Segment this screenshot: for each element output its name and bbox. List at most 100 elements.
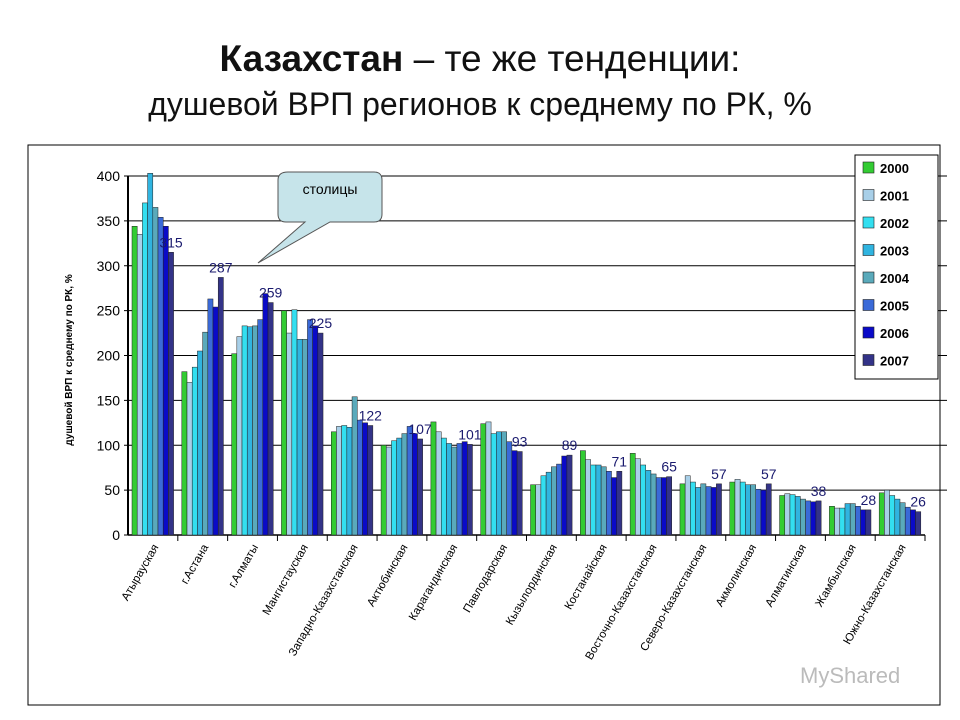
bar-2000: [131, 226, 138, 536]
bar-2000: [181, 371, 188, 536]
bar-2002: [341, 425, 348, 536]
data-label: 89: [562, 437, 578, 453]
bar-2007: [616, 471, 623, 536]
bar-2006: [312, 325, 319, 536]
legend-label: 2003: [880, 244, 909, 259]
bar-2002: [839, 507, 846, 536]
bar-2004: [600, 466, 607, 536]
bar-2003: [246, 326, 253, 536]
bar-2005: [207, 298, 214, 536]
bar-2002: [191, 366, 198, 536]
bar-2001: [336, 426, 342, 536]
data-label: 93: [512, 434, 528, 450]
data-label: 122: [359, 408, 383, 424]
bar-2005: [904, 506, 911, 536]
data-label: 259: [259, 285, 283, 301]
bar-2007: [367, 425, 374, 536]
bar-2005: [855, 506, 861, 536]
data-label: 101: [458, 426, 482, 442]
bar-2005: [456, 443, 463, 536]
y-tick-label: 200: [97, 348, 121, 364]
bar-2003: [695, 487, 701, 536]
bar-2002: [690, 481, 696, 536]
bar-2007: [267, 302, 274, 536]
bar-2006: [910, 509, 916, 536]
bar-2006: [810, 501, 817, 536]
bar-2002: [142, 202, 148, 536]
bar-2001: [485, 421, 492, 536]
bar-2000: [530, 484, 536, 536]
bar-2000: [231, 353, 238, 536]
bar-2001: [286, 332, 293, 536]
bar-2001: [684, 475, 691, 536]
y-tick-label: 400: [97, 168, 121, 184]
bar-2004: [252, 325, 258, 536]
bar-2006: [760, 489, 767, 536]
bar-2000: [629, 453, 636, 536]
bar-2007: [815, 500, 822, 536]
bar-2000: [779, 495, 786, 536]
bar-2003: [296, 339, 303, 536]
bar-2007: [865, 509, 872, 536]
chart-frame: [27, 144, 941, 706]
bar-2006: [860, 509, 867, 536]
bar-2007: [168, 252, 174, 536]
bar-2006: [561, 455, 568, 536]
data-label: 57: [711, 466, 727, 482]
legend-swatch: [862, 216, 875, 229]
data-label: 107: [408, 421, 432, 437]
bar-2003: [197, 350, 203, 536]
y-axis-label: душевой ВРП к среднему по РК, %: [64, 274, 75, 446]
bar-2005: [556, 463, 562, 536]
bar-2001: [386, 446, 392, 536]
bar-2005: [705, 486, 712, 536]
legend-label: 2001: [880, 189, 909, 204]
legend-label: 2000: [880, 161, 909, 176]
bar-2000: [679, 483, 686, 536]
data-label: 38: [811, 483, 827, 499]
bar-2002: [241, 325, 248, 536]
title: Казахстан – те же тенденции:: [0, 38, 960, 80]
legend-swatch: [862, 326, 875, 339]
bar-2002: [789, 494, 796, 536]
title-rest: – те же тенденции:: [403, 38, 741, 79]
legend-label: 2002: [880, 216, 909, 231]
legend-label: 2006: [880, 326, 909, 341]
bar-2003: [645, 470, 652, 536]
bar-2001: [585, 459, 591, 536]
bar-2000: [729, 481, 736, 536]
bar-2006: [661, 477, 667, 536]
bar-2001: [236, 336, 243, 536]
bar-2001: [186, 382, 193, 536]
watermark: MyShared: [800, 663, 900, 688]
bar-2004: [152, 207, 159, 536]
bar-2005: [655, 477, 662, 536]
bar-2001: [535, 484, 542, 536]
bar-2001: [435, 431, 442, 536]
bar-2003: [894, 498, 901, 536]
bar-2006: [611, 477, 617, 536]
bar-2004: [800, 498, 806, 536]
bar-2004: [401, 433, 408, 536]
bar-2003: [844, 503, 851, 536]
bar-2002: [291, 309, 298, 536]
bar-2004: [202, 331, 209, 536]
bar-2007: [417, 438, 423, 536]
data-label: 315: [159, 234, 183, 250]
bar-2000: [480, 423, 487, 536]
data-label: 26: [910, 494, 926, 510]
bar-2005: [755, 488, 762, 536]
bar-2004: [551, 466, 557, 536]
bar-2002: [490, 433, 497, 536]
bar-2002: [391, 440, 397, 536]
y-tick-label: 250: [97, 303, 121, 319]
bar-2004: [351, 396, 358, 536]
bar-2000: [430, 421, 437, 536]
bar-2004: [899, 502, 906, 536]
bar-2001: [884, 489, 890, 536]
bar-2003: [595, 464, 602, 536]
bar-2005: [406, 426, 413, 536]
legend-swatch: [862, 271, 875, 284]
bar-2003: [147, 173, 154, 536]
bar-2000: [380, 445, 387, 536]
